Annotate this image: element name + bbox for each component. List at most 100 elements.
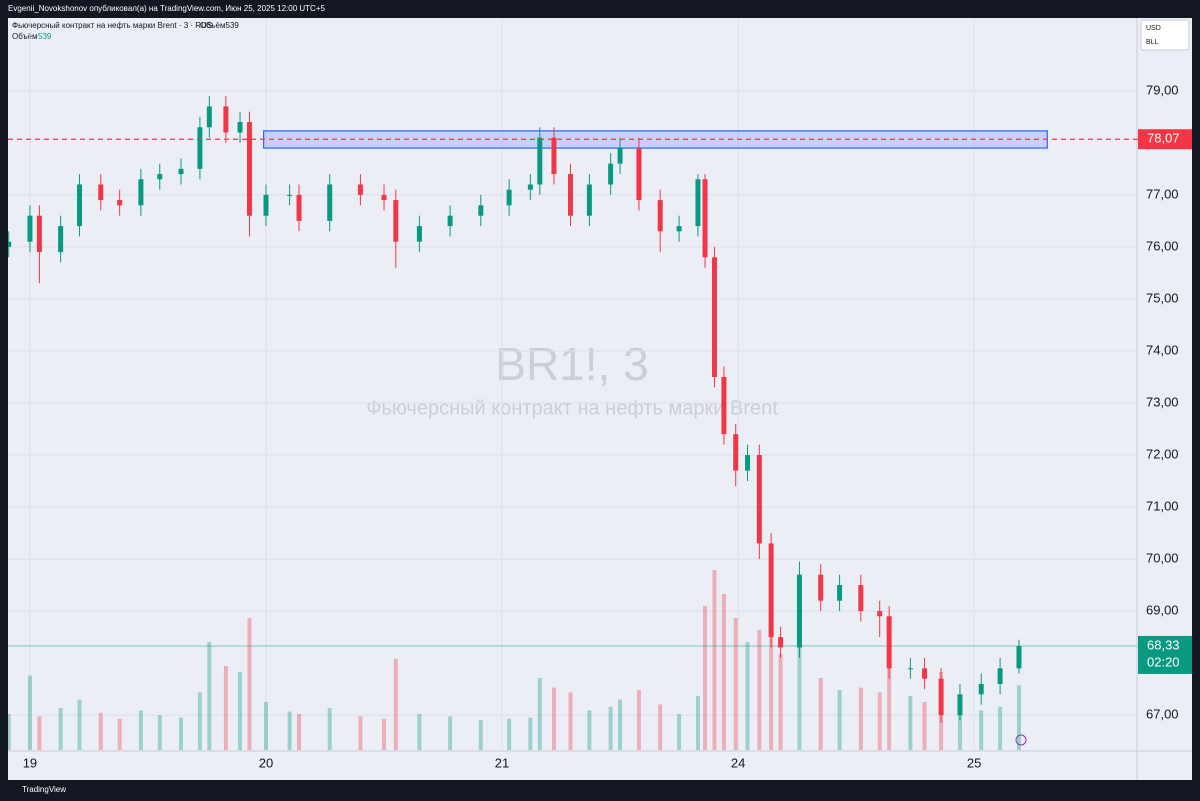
x-tick-label: 19 [23, 755, 37, 770]
volume-bar [757, 630, 762, 750]
candle-body [117, 200, 123, 206]
volume-bar [618, 699, 623, 750]
candle-body [636, 148, 642, 201]
candle-body [27, 215, 33, 242]
y-tick-label: 69,00 [1146, 603, 1179, 618]
candle-body [938, 678, 944, 716]
volume-bar [703, 606, 708, 750]
volume-bar [837, 690, 842, 750]
volume-bar [608, 706, 613, 750]
y-tick-label: 67,00 [1146, 707, 1179, 722]
volume-bar [197, 692, 202, 750]
candle-body [695, 179, 701, 227]
volume-bar [745, 642, 750, 750]
volume-bar [1016, 685, 1021, 750]
y-tick-label: 73,00 [1146, 394, 1179, 409]
candle-body [711, 257, 717, 377]
footer-logo: TradingView [22, 785, 66, 794]
candle-body [8, 241, 12, 247]
candle-body [381, 194, 387, 201]
x-tick-label: 20 [259, 755, 273, 770]
candle-body [237, 122, 243, 133]
volume-bar [138, 710, 143, 750]
volume-bar [37, 716, 42, 750]
candle-body [1016, 645, 1022, 669]
volume-value: 539 [38, 32, 52, 41]
candle-body [246, 122, 252, 216]
candle-body [756, 455, 762, 544]
events-icon[interactable] [1015, 734, 1027, 746]
candle-body [537, 137, 543, 185]
volume-bar [858, 687, 863, 750]
candle-body [98, 184, 104, 201]
candle-body [586, 184, 592, 216]
chart-background [8, 18, 1192, 780]
candle-body [721, 376, 727, 435]
candle-body [957, 694, 963, 716]
last-price-label: 68,33 [1147, 637, 1180, 652]
volume-bar [887, 666, 892, 750]
candle-body [608, 163, 614, 185]
candle-body [206, 106, 212, 128]
volume-bar [568, 692, 573, 750]
y-tick-label: 75,00 [1146, 290, 1179, 305]
volume-bar [922, 702, 927, 750]
volume-bar [695, 696, 700, 750]
candle-body [858, 585, 864, 612]
candle-body [58, 226, 64, 253]
candle-body [36, 215, 42, 253]
volume-bar [551, 687, 556, 750]
volume-bar [636, 690, 641, 750]
volume-bar [797, 642, 802, 750]
level-label: 78,07 [1147, 131, 1180, 146]
volume-bar [247, 618, 252, 750]
volume-bar [658, 704, 663, 750]
candle-body [907, 668, 913, 670]
volume-bar [98, 712, 103, 750]
volume-bar [877, 692, 882, 750]
watermark-name: Фьючерсный контракт на нефть марки Brent [366, 397, 778, 419]
volume-bar [287, 711, 292, 750]
candle-body [138, 179, 144, 206]
volume-bar [297, 714, 302, 750]
volume-bar [712, 570, 717, 750]
volume-bar [393, 658, 398, 750]
volume-bar [448, 716, 453, 750]
candle-body [768, 543, 774, 638]
volume-bar [223, 666, 228, 750]
x-tick-label: 21 [495, 755, 509, 770]
watermark-symbol: BR1!, 3 [495, 338, 648, 390]
last-price-box [1138, 635, 1192, 674]
candle-body [778, 637, 784, 648]
candle-body [818, 574, 824, 601]
x-tick-label: 25 [967, 755, 981, 770]
volume-bar [478, 720, 483, 750]
y-tick-label: 76,00 [1146, 238, 1179, 253]
currency: USD [1146, 25, 1161, 32]
currency-box[interactable] [1140, 19, 1190, 51]
volume-bar [327, 708, 332, 750]
candle-body [77, 184, 83, 227]
candle-body [886, 616, 892, 669]
level-label-box [1138, 129, 1192, 150]
candle-body [796, 574, 802, 648]
published-line: Evgenii_Novokshonov опубликовал(а) на Tr… [8, 4, 325, 13]
volume-bar [8, 714, 11, 750]
unit: BLL [1146, 39, 1159, 46]
y-tick-label: 74,00 [1146, 342, 1179, 357]
candle-body [263, 194, 269, 216]
candle-body [478, 205, 484, 216]
candle-body [877, 611, 883, 617]
volume-bar [957, 704, 962, 750]
volume-bar [117, 718, 122, 750]
volume-bar [778, 654, 783, 750]
volume-bar [721, 594, 726, 750]
volume-bar [908, 696, 913, 750]
volume-bar [207, 642, 212, 750]
volume-bar [358, 716, 363, 750]
volume-bar [157, 715, 162, 750]
candle-body [327, 184, 333, 221]
y-tick-label: 72,00 [1146, 446, 1179, 461]
volume-bar [507, 718, 512, 750]
